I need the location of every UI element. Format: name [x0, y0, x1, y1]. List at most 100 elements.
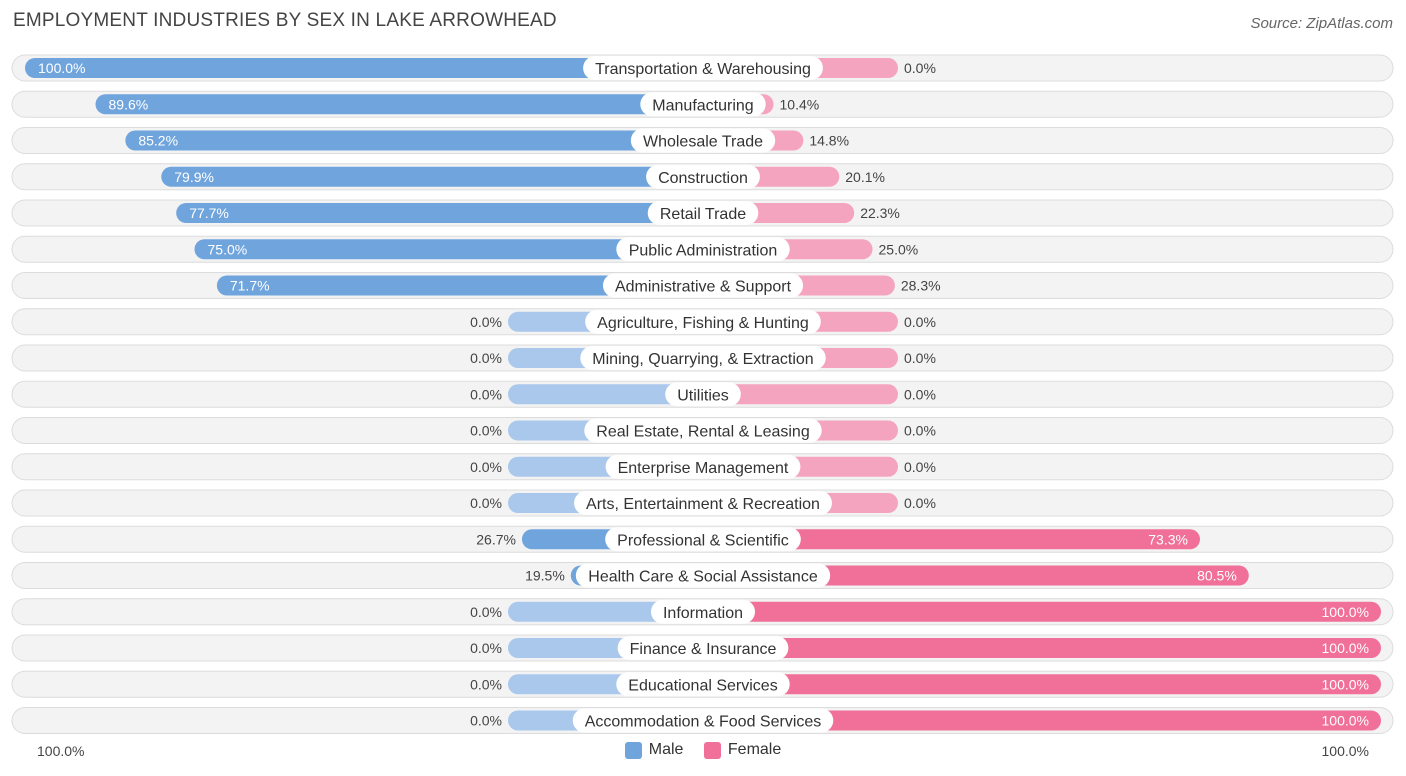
- value-label-female: 73.3%: [1148, 531, 1188, 547]
- value-label-male: 0.0%: [470, 386, 502, 402]
- category-label-pill: [665, 382, 741, 407]
- value-label-male: 0.0%: [470, 495, 502, 511]
- bar-male: [25, 58, 703, 78]
- bar-male: [508, 384, 703, 405]
- bar-female: [703, 565, 1249, 586]
- category-label-pill: [605, 454, 801, 479]
- category-label: Utilities: [677, 387, 729, 404]
- value-label-female: 0.0%: [904, 60, 936, 76]
- category-label: Professional & Scientific: [617, 532, 789, 549]
- legend-swatch-male: [624, 741, 642, 759]
- category-label-pill: [646, 164, 760, 189]
- category-label-pill: [616, 672, 790, 697]
- legend-swatch-female: [703, 741, 721, 759]
- category-label-pill: [616, 237, 790, 262]
- value-label-female: 25.0%: [879, 241, 919, 257]
- legend-item-female: Female: [703, 741, 782, 759]
- value-label-female: 100.0%: [1322, 640, 1369, 656]
- bar-female: [703, 638, 1381, 658]
- category-label: Information: [663, 605, 743, 622]
- bar-male: [95, 94, 703, 115]
- value-label-female: 100.0%: [1322, 604, 1369, 620]
- category-label: Manufacturing: [652, 97, 753, 114]
- chart-source: Source: ZipAtlas.com: [1250, 15, 1393, 32]
- value-label-male: 85.2%: [138, 133, 178, 149]
- bar-female: [703, 529, 1200, 550]
- value-label-female: 0.0%: [904, 314, 936, 330]
- category-label-pill: [602, 273, 804, 298]
- value-label-male: 0.0%: [470, 350, 502, 366]
- category-label-pill: [650, 599, 756, 624]
- category-label-pill: [617, 636, 789, 660]
- value-label-male: 26.7%: [476, 531, 516, 547]
- value-label-male: 89.6%: [109, 96, 149, 112]
- value-label-female: 20.1%: [845, 169, 885, 185]
- category-label-pill: [640, 92, 766, 117]
- value-label-female: 10.4%: [780, 96, 820, 112]
- category-label: Health Care & Social Assistance: [588, 569, 818, 586]
- value-label-male: 19.5%: [525, 568, 565, 584]
- category-label: Accommodation & Food Services: [585, 714, 822, 731]
- category-label: Retail Trade: [660, 206, 746, 223]
- category-label-pill: [630, 128, 776, 153]
- bar-female: [703, 710, 1381, 731]
- value-label-male: 0.0%: [470, 604, 502, 620]
- bar-female: [703, 674, 1381, 695]
- legend-item-male: Male: [624, 741, 684, 759]
- category-label: Educational Services: [628, 677, 777, 694]
- value-label-male: 0.0%: [470, 713, 502, 729]
- legend: Male Female: [0, 741, 1406, 764]
- category-label: Real Estate, Rental & Leasing: [596, 424, 809, 441]
- value-label-female: 0.0%: [904, 423, 936, 439]
- category-label-pill: [575, 563, 831, 588]
- value-label-female: 28.3%: [901, 278, 941, 294]
- value-label-female: 0.0%: [904, 350, 936, 366]
- category-label: Wholesale Trade: [643, 134, 763, 151]
- value-label-male: 71.7%: [230, 278, 270, 294]
- category-label-pill: [605, 527, 801, 552]
- value-label-male: 0.0%: [470, 676, 502, 692]
- bar-male: [161, 166, 703, 187]
- category-label: Construction: [658, 170, 748, 187]
- value-label-male: 75.0%: [208, 241, 248, 257]
- value-label-male: 79.9%: [174, 169, 214, 185]
- chart-title: EMPLOYMENT INDUSTRIES BY SEX IN LAKE ARR…: [13, 10, 557, 31]
- bar-female: [703, 601, 1381, 622]
- bar-female: [703, 384, 898, 405]
- value-label-female: 14.8%: [809, 133, 849, 149]
- bar-male: [216, 275, 703, 296]
- category-label: Enterprise Management: [618, 460, 789, 477]
- value-label-female: 22.3%: [860, 205, 900, 221]
- category-label-pill: [580, 346, 826, 370]
- category-label-pill: [584, 418, 822, 443]
- value-label-male: 0.0%: [470, 640, 502, 656]
- value-label-male: 0.0%: [470, 423, 502, 439]
- value-label-male: 0.0%: [470, 459, 502, 475]
- legend-label-male: Male: [648, 741, 684, 758]
- category-label: Arts, Entertainment & Recreation: [586, 496, 820, 513]
- category-label-pill: [574, 491, 832, 515]
- category-label-pill: [585, 309, 821, 334]
- value-label-female: 0.0%: [904, 386, 936, 402]
- category-label-pill: [583, 56, 823, 80]
- bar-male: [194, 239, 703, 260]
- legend-label-female: Female: [727, 741, 782, 758]
- category-label-pill: [647, 201, 759, 225]
- category-label: Finance & Insurance: [630, 641, 777, 658]
- value-label-female: 0.0%: [904, 495, 936, 511]
- value-label-female: 80.5%: [1197, 568, 1237, 584]
- x-axis-right-label: 100.0%: [1321, 743, 1369, 759]
- category-label: Transportation & Warehousing: [595, 61, 811, 78]
- category-label: Administrative & Support: [615, 279, 792, 296]
- value-label-female: 100.0%: [1322, 713, 1369, 729]
- bar-male: [125, 130, 704, 151]
- value-label-female: 0.0%: [904, 459, 936, 475]
- x-axis-left-label: 100.0%: [37, 743, 85, 759]
- value-label-male: 100.0%: [38, 60, 85, 76]
- category-label: Agriculture, Fishing & Hunting: [597, 315, 809, 332]
- category-label: Public Administration: [629, 242, 778, 259]
- value-label-male: 77.7%: [189, 205, 229, 221]
- value-label-male: 0.0%: [470, 314, 502, 330]
- category-label: Mining, Quarrying, & Extraction: [592, 351, 813, 368]
